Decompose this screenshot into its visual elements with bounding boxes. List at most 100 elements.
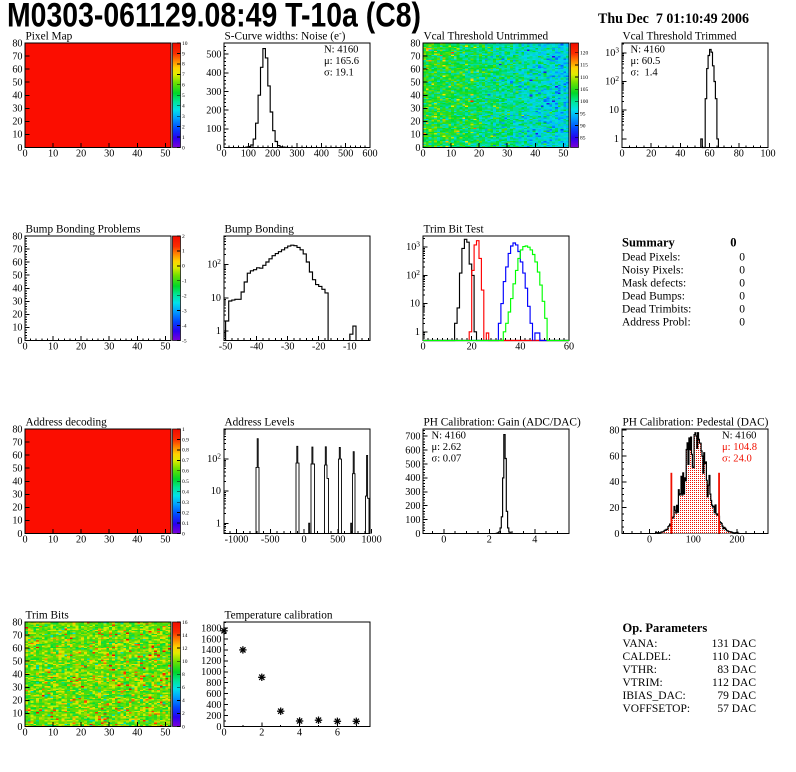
- svg-text:50: 50: [12, 77, 22, 88]
- svg-text:Dead Trimbits:: Dead Trimbits:: [622, 304, 691, 316]
- svg-text:20: 20: [12, 117, 22, 128]
- svg-text:Summary: Summary: [622, 236, 676, 250]
- svg-text:Op. Parameters: Op. Parameters: [623, 621, 708, 635]
- svg-text:0: 0: [739, 265, 745, 277]
- svg-text:57 DAC: 57 DAC: [717, 703, 756, 715]
- svg-text:0: 0: [221, 727, 226, 738]
- svg-text:40: 40: [410, 91, 420, 102]
- svg-text:40: 40: [530, 148, 540, 159]
- svg-text:20: 20: [474, 148, 484, 159]
- svg-text:20: 20: [410, 117, 420, 128]
- svg-text:4: 4: [297, 727, 302, 738]
- svg-text:30: 30: [410, 104, 420, 115]
- svg-text:VTRIM:: VTRIM:: [623, 677, 663, 689]
- svg-text:N: 4160: N: 4160: [432, 431, 466, 442]
- svg-text:0: 0: [647, 534, 652, 545]
- svg-text:60: 60: [609, 451, 619, 462]
- svg-text:0: 0: [441, 534, 446, 545]
- svg-text:10: 10: [12, 516, 22, 527]
- svg-text:500: 500: [405, 459, 420, 470]
- svg-text:30: 30: [12, 683, 22, 694]
- svg-text:10: 10: [609, 105, 619, 116]
- svg-text:80: 80: [12, 424, 22, 435]
- svg-text:-1000: -1000: [225, 534, 249, 545]
- svg-text:600: 600: [206, 689, 221, 700]
- svg-text:1: 1: [415, 327, 420, 338]
- svg-text:100: 100: [206, 124, 221, 135]
- svg-text:80: 80: [734, 148, 744, 159]
- svg-text:50: 50: [558, 148, 568, 159]
- svg-text:100: 100: [241, 148, 256, 159]
- svg-text:40: 40: [12, 284, 22, 295]
- svg-text:131 DAC: 131 DAC: [712, 638, 757, 650]
- svg-text:-4: -4: [182, 323, 187, 329]
- svg-text:0.3: 0.3: [182, 500, 189, 506]
- svg-text:800: 800: [206, 678, 221, 689]
- svg-text:6: 6: [182, 83, 185, 89]
- svg-text:Temperature calibration: Temperature calibration: [225, 610, 333, 622]
- svg-text:20: 20: [646, 148, 656, 159]
- svg-text:50: 50: [12, 463, 22, 474]
- svg-text:16: 16: [182, 620, 188, 626]
- svg-text:40: 40: [132, 148, 142, 159]
- svg-text:1: 1: [216, 518, 221, 529]
- svg-text:σ: 1.4: σ: 1.4: [631, 67, 659, 78]
- svg-text:-5: -5: [182, 338, 187, 344]
- svg-text:40: 40: [12, 477, 22, 488]
- svg-text:10: 10: [211, 486, 221, 497]
- svg-text:0: 0: [22, 727, 27, 738]
- svg-text:Vcal Threshold Trimmed: Vcal Threshold Trimmed: [623, 31, 737, 43]
- svg-text:1200: 1200: [201, 656, 221, 667]
- svg-text:μ: 165.6: μ: 165.6: [324, 56, 359, 67]
- svg-text:20: 20: [76, 341, 86, 352]
- svg-text:1: 1: [182, 249, 185, 255]
- svg-text:N: 4160: N: 4160: [722, 431, 756, 442]
- svg-text:0.8: 0.8: [182, 448, 189, 454]
- svg-text:10: 10: [12, 323, 22, 334]
- svg-text:2: 2: [182, 711, 185, 717]
- svg-text:30: 30: [12, 297, 22, 308]
- svg-text:0: 0: [182, 264, 185, 270]
- svg-text:60: 60: [564, 341, 574, 352]
- svg-text:5: 5: [182, 93, 185, 99]
- svg-text:60: 60: [410, 64, 420, 75]
- svg-text:1600: 1600: [201, 634, 221, 645]
- svg-text:Pixel Map: Pixel Map: [26, 31, 73, 43]
- svg-text:IBIAS_DAC:: IBIAS_DAC:: [623, 690, 686, 702]
- svg-text:-20: -20: [312, 341, 326, 352]
- svg-text:6: 6: [335, 727, 340, 738]
- svg-text:-40: -40: [250, 341, 264, 352]
- svg-text:12: 12: [182, 646, 188, 652]
- svg-text:0: 0: [739, 304, 745, 316]
- svg-text:0: 0: [17, 722, 22, 733]
- svg-text:30: 30: [12, 490, 22, 501]
- svg-text:0.5: 0.5: [182, 479, 189, 485]
- svg-text:N: 4160: N: 4160: [324, 45, 358, 56]
- svg-text:83 DAC: 83 DAC: [717, 664, 756, 676]
- svg-text:Trim Bit Test: Trim Bit Test: [424, 224, 485, 236]
- svg-text:10: 10: [182, 41, 188, 47]
- svg-text:500: 500: [206, 49, 221, 60]
- svg-text:300: 300: [289, 148, 304, 159]
- svg-text:40: 40: [132, 341, 142, 352]
- svg-text:VANA:: VANA:: [623, 638, 658, 650]
- svg-text:80: 80: [410, 38, 420, 49]
- svg-text:100: 100: [405, 515, 420, 526]
- svg-text:Vcal Threshold Untrimmed: Vcal Threshold Untrimmed: [424, 31, 549, 43]
- svg-text:300: 300: [405, 487, 420, 498]
- svg-text:60: 60: [705, 148, 715, 159]
- svg-text:200: 200: [206, 711, 221, 722]
- svg-text:0: 0: [216, 722, 221, 733]
- svg-text:80: 80: [609, 425, 619, 436]
- svg-text:10: 10: [410, 130, 420, 141]
- svg-text:0: 0: [619, 148, 624, 159]
- svg-text:700: 700: [405, 432, 420, 443]
- svg-text:10: 10: [410, 299, 420, 310]
- svg-text:30: 30: [104, 727, 114, 738]
- svg-text:100: 100: [580, 99, 589, 105]
- svg-text:10: 10: [211, 293, 221, 304]
- svg-text:0: 0: [415, 143, 420, 154]
- svg-text:VTHR:: VTHR:: [623, 664, 658, 676]
- svg-text:1800: 1800: [201, 623, 221, 634]
- svg-text:50: 50: [160, 341, 170, 352]
